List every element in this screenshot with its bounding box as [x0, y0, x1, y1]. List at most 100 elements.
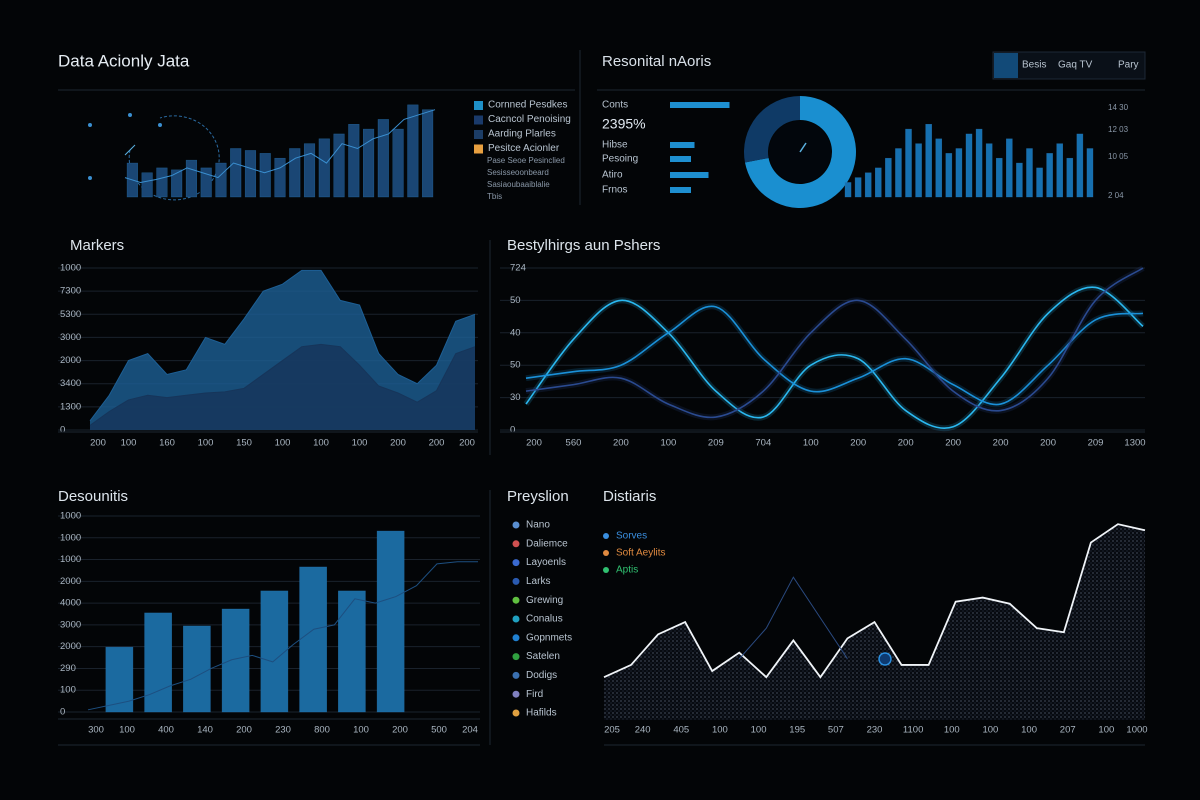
x-tick-label: 200 [429, 438, 445, 449]
note: Pase Seoe Pesinclied [487, 156, 565, 165]
bar [1036, 167, 1043, 198]
list-icon [512, 690, 520, 698]
tab[interactable]: Gaq TV [1058, 60, 1093, 71]
tab[interactable]: Pary [1118, 60, 1139, 71]
y-tick-label: 2000 [60, 641, 81, 652]
bar [244, 150, 257, 198]
y-tick-label: 3400 [60, 378, 81, 389]
bar [670, 172, 709, 178]
x-tick-label: 230 [867, 725, 883, 736]
list-icon [512, 634, 520, 642]
bar [183, 625, 211, 713]
x-tick-label: 200 [90, 438, 106, 449]
page-title: Data Acionly Jata [58, 51, 190, 70]
x-tick-label: 100 [803, 438, 819, 449]
list-label: Conalus [526, 614, 563, 625]
series-line [738, 576, 848, 660]
category-label: Atiro [602, 170, 623, 181]
x-tick-label: 200 [390, 438, 406, 449]
tab-icon-active[interactable] [994, 53, 1018, 78]
legend-swatch [474, 101, 483, 110]
bar [1006, 138, 1013, 198]
list-label: Gopnmets [526, 632, 572, 643]
x-tick-label: 205 [604, 725, 620, 736]
decor-dot [158, 123, 162, 127]
decor-dot [88, 176, 92, 180]
stat-value: 2395% [602, 116, 646, 132]
bar [260, 590, 289, 713]
legend-swatch [474, 115, 483, 125]
y-tick-label: 1000 [60, 554, 81, 565]
bar [905, 128, 912, 198]
chart-title: Preyslion [507, 488, 569, 505]
legend-swatch [474, 130, 483, 139]
series-line [87, 561, 478, 711]
x-tick-label: 240 [635, 725, 651, 736]
bar [105, 646, 134, 713]
tab-bar [992, 51, 1146, 80]
x-tick-label: 200 [898, 438, 914, 449]
x-tick-label: 560 [566, 438, 582, 449]
bar [1086, 148, 1094, 198]
x-tick-label: 100 [751, 725, 767, 736]
bar [376, 530, 405, 713]
x-tick-label: 800 [314, 725, 330, 736]
list-icon [512, 596, 520, 604]
bar [1026, 148, 1033, 198]
x-tick-label: 207 [1060, 725, 1076, 736]
y-tick-label: 724 [510, 263, 526, 274]
x-tick-label: 100 [660, 438, 676, 449]
bar [844, 182, 852, 198]
bar [348, 124, 360, 198]
list-icon [512, 577, 520, 585]
legend-label: Sorves [616, 531, 647, 542]
bar [1066, 157, 1074, 198]
bar [1046, 153, 1053, 198]
decor-dot [128, 113, 132, 117]
series-line [124, 109, 436, 183]
x-tick-label: 150 [236, 438, 252, 449]
list-icon [512, 709, 520, 717]
series-line [525, 286, 1144, 429]
bar [422, 109, 434, 198]
x-tick-label: 200 [392, 725, 408, 736]
x-tick-label: 100 [712, 725, 728, 736]
x-tick-label: 160 [159, 438, 175, 449]
decor-needle [124, 144, 136, 156]
bar [333, 133, 345, 198]
bar [221, 608, 250, 713]
y-tick-label: 0 [60, 707, 65, 718]
list-label: Larks [526, 576, 550, 587]
y-tick-label: 290 [60, 663, 76, 674]
chart-title: Markers [70, 237, 124, 254]
y-tick-label: 5300 [60, 309, 81, 320]
y-tick-label: 3000 [60, 332, 81, 343]
chart-title: Distiaris [603, 488, 656, 505]
bar [955, 148, 963, 198]
bar [875, 167, 882, 198]
bar [259, 153, 271, 198]
list-label: Satelen [526, 651, 560, 662]
bar [299, 566, 327, 713]
side-label: 14 30 [1108, 103, 1129, 112]
tab[interactable]: Besis [1022, 60, 1046, 71]
decor-dot [88, 123, 92, 127]
x-tick-label: 200 [526, 438, 542, 449]
side-label: 12 03 [1108, 125, 1129, 134]
area-fill [604, 524, 1145, 720]
list-label: Dodigs [526, 670, 557, 681]
x-tick-label: 100 [982, 725, 998, 736]
bar [289, 148, 301, 198]
x-tick-label: 100 [1021, 725, 1037, 736]
bar [1056, 143, 1063, 198]
y-tick-label: 3000 [60, 619, 81, 630]
donut-slice [744, 96, 856, 209]
bar [670, 187, 691, 193]
category-label: Hibse [602, 140, 628, 151]
y-tick-label: 50 [510, 360, 521, 371]
bar [185, 159, 197, 198]
list-icon [512, 540, 520, 548]
x-tick-label: 1300 [1124, 438, 1145, 449]
bar [965, 133, 973, 198]
